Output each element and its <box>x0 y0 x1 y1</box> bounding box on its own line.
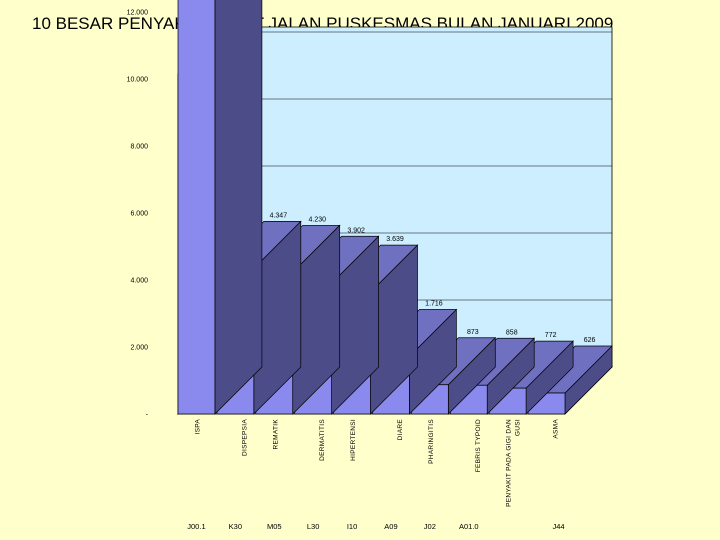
category-label: PHARINGITIS <box>428 419 435 464</box>
y-tick-label: 2.000 <box>130 345 148 352</box>
bar-ispa <box>177 0 263 415</box>
category-label: REMATIK <box>272 419 279 450</box>
category-label: FEBRIS TYPOID <box>475 419 482 472</box>
category-code: J44 <box>553 522 565 531</box>
category-codes: J00.1 K30 M05 L30 I10 A09 J02 A01.0 J44 <box>187 522 564 531</box>
y-tick-label: 6.000 <box>130 211 148 218</box>
category-code: L30 <box>307 522 320 531</box>
category-code: K30 <box>229 522 242 531</box>
y-tick-label: 10.000 <box>127 77 149 84</box>
bar-side <box>214 0 263 415</box>
y-tick-label: 12.000 <box>127 10 149 17</box>
data-label: 626 <box>584 337 596 344</box>
data-label: 1.716 <box>425 301 443 308</box>
category-labels: ISPA DISPEPSIA REMATIK DERMATITIS HIPERTENSI… <box>194 419 559 507</box>
category-label: DERMATITIS <box>319 419 326 461</box>
category-label: ASMA <box>553 419 560 439</box>
data-label: 3.902 <box>347 227 365 234</box>
y-axis-ticks: -2.0004.0006.0008.00010.00012.00014.0001… <box>127 10 149 419</box>
data-label: 772 <box>545 332 557 339</box>
category-label: PENYAKIT PADA GIGI DAN <box>506 419 513 507</box>
data-labels: 15.3034.3474.2303.9023.6391.716873858772… <box>270 212 596 344</box>
data-label: 4.230 <box>308 216 326 223</box>
category-code: J00.1 <box>187 522 205 531</box>
category-code: J02 <box>424 522 436 531</box>
category-label: HIPERTENSI <box>350 419 357 461</box>
y-tick-label: 8.000 <box>130 144 148 151</box>
category-code: A09 <box>384 522 397 531</box>
data-label: 3.639 <box>386 236 404 243</box>
category-label: ISPA <box>194 419 201 435</box>
data-label: 4.347 <box>270 212 288 219</box>
category-label: DIARE <box>397 419 404 441</box>
chart-bars <box>177 0 613 415</box>
category-code: I10 <box>347 522 357 531</box>
y-tick-label: 4.000 <box>130 278 148 285</box>
category-code: M05 <box>267 522 282 531</box>
data-label: 873 <box>467 329 479 336</box>
category-label: GUSI <box>515 419 522 436</box>
data-label: 858 <box>506 329 518 336</box>
category-code: A01.0 <box>459 522 479 531</box>
bar-front <box>177 0 216 415</box>
category-label: DISPEPSIA <box>241 419 248 456</box>
y-tick-label: - <box>146 412 149 419</box>
